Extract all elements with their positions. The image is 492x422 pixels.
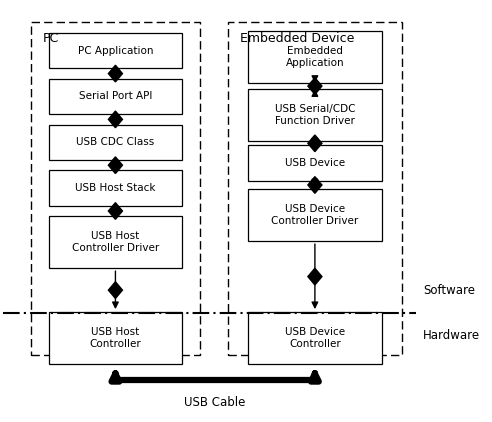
Polygon shape xyxy=(108,282,123,298)
Polygon shape xyxy=(308,177,322,193)
FancyBboxPatch shape xyxy=(248,31,382,83)
Text: USB Device
Controller: USB Device Controller xyxy=(285,327,345,349)
Text: USB Cable: USB Cable xyxy=(184,396,246,409)
FancyBboxPatch shape xyxy=(248,312,382,364)
Text: USB Host
Controller: USB Host Controller xyxy=(90,327,141,349)
Text: PC Application: PC Application xyxy=(78,46,153,56)
FancyBboxPatch shape xyxy=(49,170,183,206)
Bar xyxy=(31,22,200,354)
Text: Serial Port API: Serial Port API xyxy=(79,92,152,101)
Text: USB Host Stack: USB Host Stack xyxy=(75,183,155,193)
Polygon shape xyxy=(308,78,322,95)
Text: USB Device: USB Device xyxy=(285,158,345,168)
FancyBboxPatch shape xyxy=(49,216,183,268)
Polygon shape xyxy=(308,135,322,151)
Polygon shape xyxy=(108,157,123,173)
Text: USB Device
Controller Driver: USB Device Controller Driver xyxy=(271,204,359,226)
Text: USB CDC Class: USB CDC Class xyxy=(76,137,154,147)
Text: Software: Software xyxy=(423,284,475,297)
Text: Hardware: Hardware xyxy=(423,330,480,342)
FancyBboxPatch shape xyxy=(248,89,382,141)
Polygon shape xyxy=(108,111,123,128)
Polygon shape xyxy=(108,203,123,219)
FancyBboxPatch shape xyxy=(49,312,183,364)
Bar xyxy=(228,22,402,354)
FancyBboxPatch shape xyxy=(248,146,382,181)
Text: Embedded
Application: Embedded Application xyxy=(285,46,344,68)
Text: USB Host
Controller Driver: USB Host Controller Driver xyxy=(72,231,159,253)
FancyBboxPatch shape xyxy=(49,33,183,68)
Text: Embedded Device: Embedded Device xyxy=(240,32,354,45)
Text: USB Serial/CDC
Function Driver: USB Serial/CDC Function Driver xyxy=(275,104,355,126)
Text: PC: PC xyxy=(43,32,59,45)
FancyBboxPatch shape xyxy=(248,189,382,241)
FancyBboxPatch shape xyxy=(49,79,183,114)
Polygon shape xyxy=(108,65,123,82)
Polygon shape xyxy=(308,268,322,285)
FancyBboxPatch shape xyxy=(49,124,183,160)
